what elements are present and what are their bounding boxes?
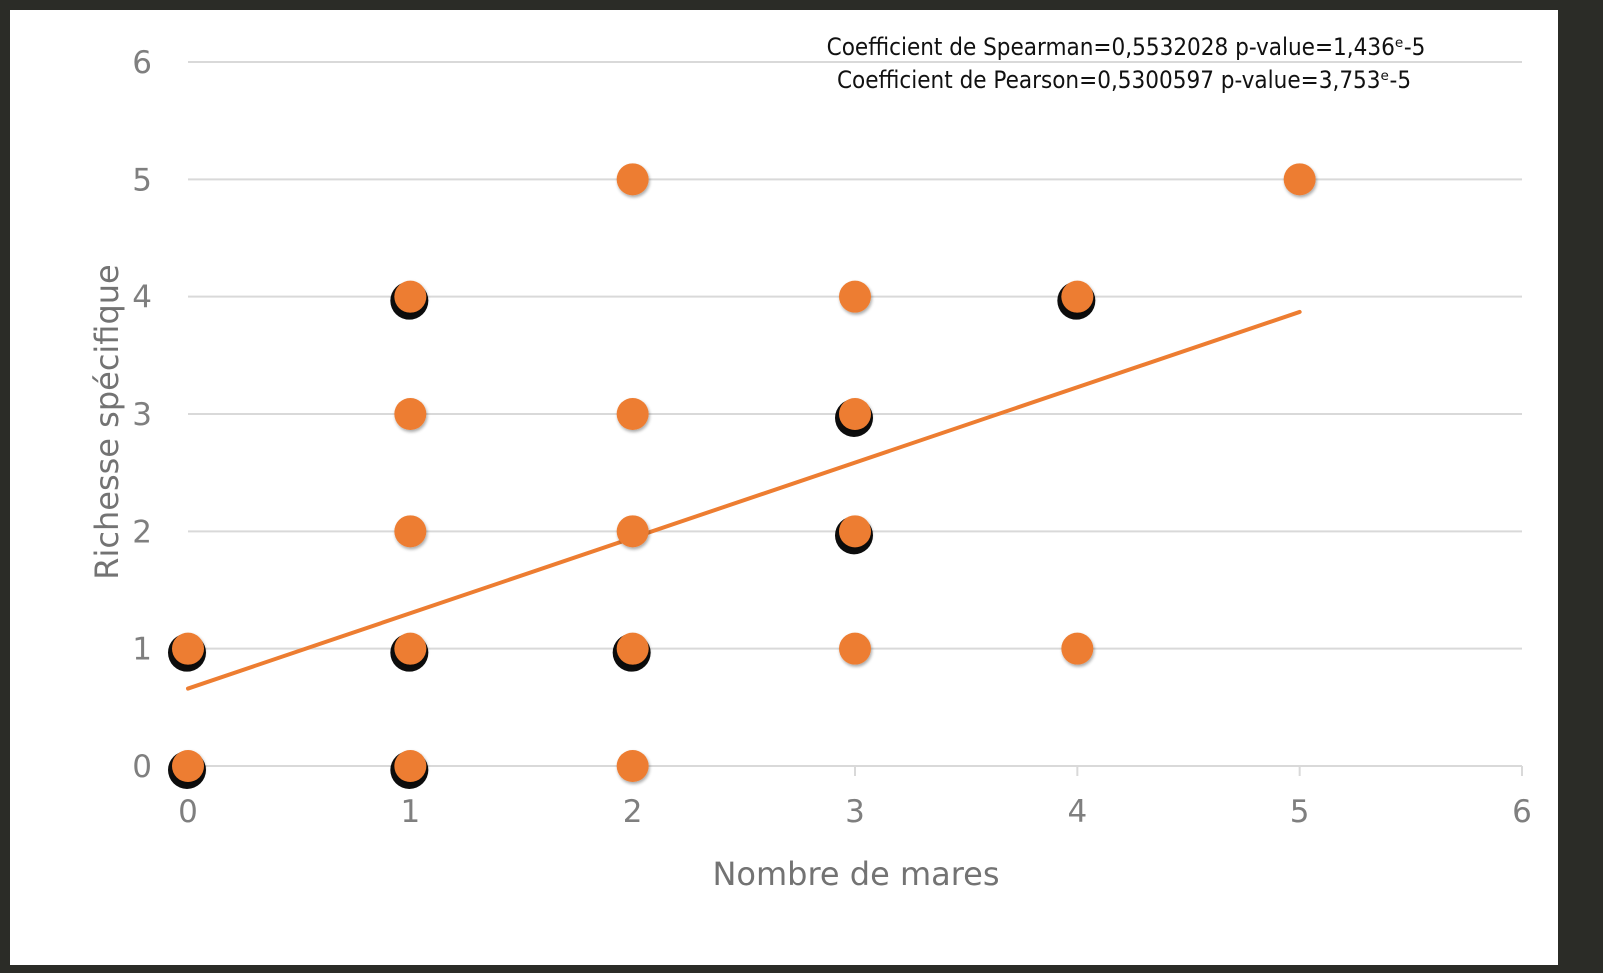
y-tick-label-3: 3 xyxy=(132,397,152,433)
x-tick-label-4: 4 xyxy=(1067,794,1087,830)
data-points xyxy=(172,163,1316,782)
spearman-annotation: Coefficient de Spearman=0,5532028 p-valu… xyxy=(827,33,1426,61)
data-point xyxy=(616,750,649,782)
data-point xyxy=(616,515,649,548)
data-point xyxy=(616,632,649,665)
y-tick-label-0: 0 xyxy=(132,749,152,785)
data-point xyxy=(839,515,871,548)
data-point xyxy=(616,163,649,196)
data-point xyxy=(394,280,427,313)
chart-panel: 0 1 2 3 4 5 6 0 1 2 3 4 5 6 Nombre de mares Richesse… xyxy=(10,10,1558,965)
y-tick-label-6: 6 xyxy=(132,45,152,81)
data-point xyxy=(839,632,871,665)
gridlines xyxy=(188,61,1522,650)
y-tick-label-4: 4 xyxy=(132,280,152,316)
data-point xyxy=(1061,632,1094,665)
data-point xyxy=(172,750,204,782)
x-axis-title: Nombre de mares xyxy=(712,855,999,893)
x-tick-label-6: 6 xyxy=(1512,794,1532,830)
y-tick-label-5: 5 xyxy=(132,162,152,198)
data-point xyxy=(394,750,427,782)
y-tick-label-1: 1 xyxy=(132,632,152,668)
data-point xyxy=(394,515,427,548)
data-point xyxy=(839,398,871,430)
data-point xyxy=(172,632,204,665)
y-axis-title: Richesse spécifique xyxy=(88,264,126,579)
x-tick-label-3: 3 xyxy=(845,794,865,830)
data-point xyxy=(839,280,871,313)
x-tick-label-2: 2 xyxy=(623,794,643,830)
data-point xyxy=(616,398,649,430)
data-point xyxy=(394,632,427,665)
trendline xyxy=(186,309,1302,691)
y-axis-ticks: 0 1 2 3 4 5 6 xyxy=(132,45,152,785)
x-tick-label-1: 1 xyxy=(400,794,420,830)
data-point xyxy=(1061,280,1094,313)
x-tick-label-5: 5 xyxy=(1290,794,1310,830)
data-point xyxy=(1283,163,1316,196)
pearson-annotation: Coefficient de Pearson=0,5300597 p-value… xyxy=(837,66,1411,94)
scatter-chart: 0 1 2 3 4 5 6 0 1 2 3 4 5 6 Nombre de mares Richesse… xyxy=(88,33,1532,893)
x-axis-ticks: 0 1 2 3 4 5 6 xyxy=(178,794,1532,830)
data-point xyxy=(394,398,427,430)
x-axis xyxy=(187,765,1523,776)
y-tick-label-2: 2 xyxy=(132,514,152,550)
x-tick-label-0: 0 xyxy=(178,794,198,830)
trendline-layer xyxy=(186,309,1302,691)
